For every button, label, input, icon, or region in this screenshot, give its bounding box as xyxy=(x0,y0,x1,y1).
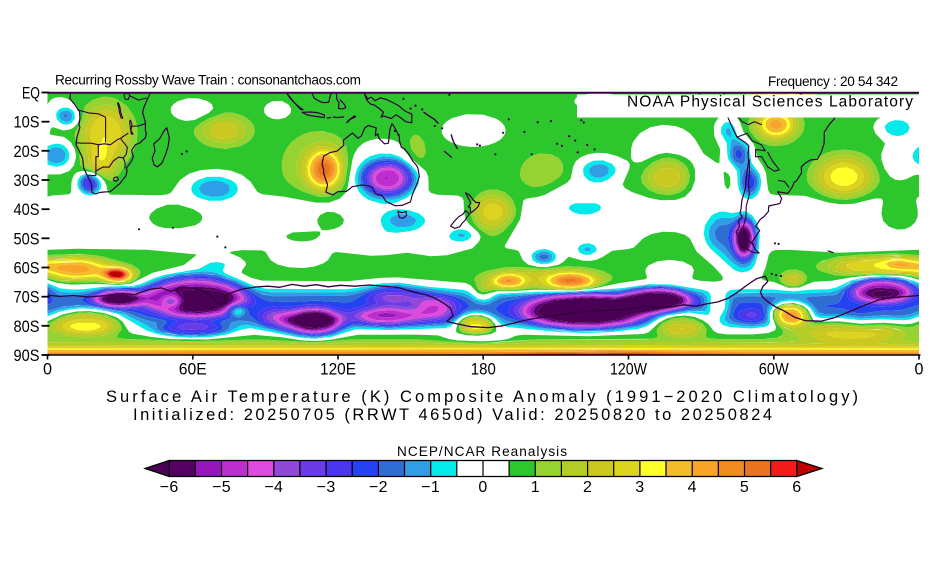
svg-text:6: 6 xyxy=(792,479,801,496)
svg-text:180: 180 xyxy=(471,360,496,379)
svg-text:−4: −4 xyxy=(264,479,283,496)
svg-text:Frequency : 20 54 342: Frequency : 20 54 342 xyxy=(768,74,898,89)
svg-text:−5: −5 xyxy=(212,479,231,496)
svg-text:60W: 60W xyxy=(759,360,789,379)
svg-text:5: 5 xyxy=(740,479,749,496)
svg-text:3: 3 xyxy=(635,479,644,496)
svg-text:120W: 120W xyxy=(610,360,647,379)
svg-text:−1: −1 xyxy=(421,479,440,496)
svg-text:60S: 60S xyxy=(14,259,40,278)
svg-text:90S: 90S xyxy=(14,346,40,365)
svg-text:10S: 10S xyxy=(14,113,40,132)
svg-text:0: 0 xyxy=(478,479,487,496)
svg-text:1: 1 xyxy=(531,479,540,496)
svg-text:−3: −3 xyxy=(317,479,336,496)
svg-text:NOAA Physical Sciences Laborat: NOAA Physical Sciences Laboratory xyxy=(627,94,913,111)
svg-text:70S: 70S xyxy=(14,288,40,307)
svg-text:60E: 60E xyxy=(179,360,207,379)
svg-text:120E: 120E xyxy=(320,360,356,379)
svg-text:2: 2 xyxy=(583,479,592,496)
svg-text:50S: 50S xyxy=(14,229,40,248)
svg-text:30S: 30S xyxy=(14,171,40,190)
svg-text:Surface Air Temperature (K) Co: Surface Air Temperature (K) Composite An… xyxy=(106,388,858,406)
svg-text:NCEP/NCAR Reanalysis: NCEP/NCAR Reanalysis xyxy=(397,444,567,459)
svg-text:4: 4 xyxy=(688,479,697,496)
svg-text:−2: −2 xyxy=(369,479,388,496)
svg-text:EQ: EQ xyxy=(22,84,40,103)
svg-text:Recurring Rossby Wave Train :: Recurring Rossby Wave Train : consonantc… xyxy=(55,73,361,88)
svg-text:80S: 80S xyxy=(14,317,40,336)
svg-text:40S: 40S xyxy=(14,200,40,219)
svg-text:20S: 20S xyxy=(14,142,40,161)
svg-text:0: 0 xyxy=(43,360,52,379)
svg-text:−6: −6 xyxy=(160,479,179,496)
svg-text:0: 0 xyxy=(915,360,924,379)
